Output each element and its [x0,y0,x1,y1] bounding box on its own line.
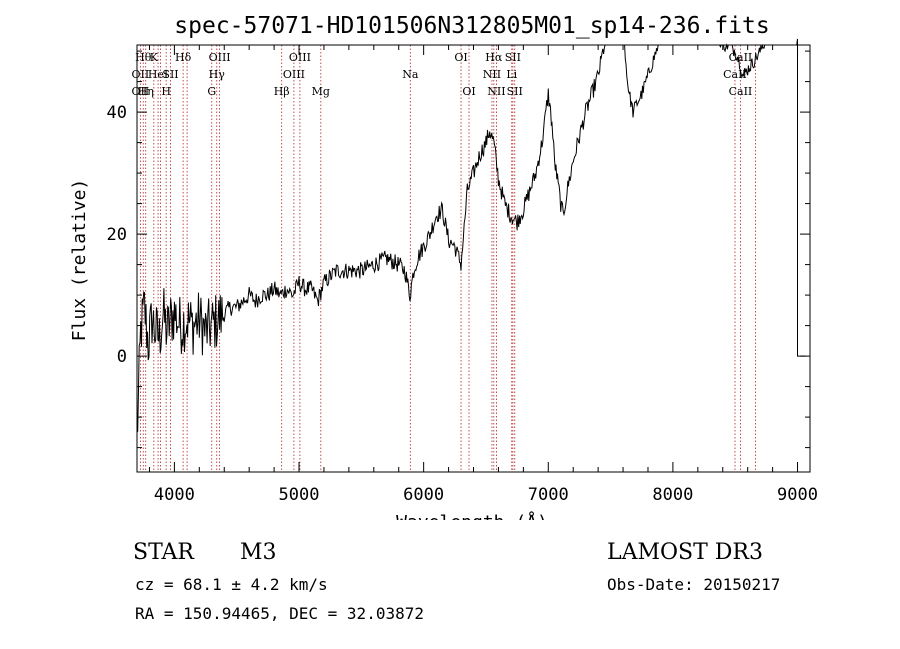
chart-title: spec-57071-HD101506N312805M01_sp14-236.f… [174,13,769,39]
spectral-line-label: OII [132,85,150,98]
spectral-line-label: Na [402,68,419,81]
spectral-line-label: OIII [209,51,231,64]
spectral-line-label: OII [132,68,150,81]
spectral-line-label: Hδ [175,51,192,64]
spectral-line-label: Hα [485,51,503,64]
spectral-line-label: OIII [283,68,305,81]
spectral-line-label: CaII [729,51,753,64]
spectral-line-label: H [161,85,171,98]
plot-frame [136,44,811,473]
spectral-line-label: Hη [138,85,154,98]
spectral-line-markers [139,45,756,472]
spectral-line-label: HeI [148,68,168,81]
spectral-line-label: K [150,51,159,64]
spectral-line-label: G [207,85,216,98]
spectral-line-label: SII [507,85,523,98]
spectral-line-label: OI [454,51,467,64]
coordinates: RA = 150.94465, DEC = 32.03872 [135,604,424,623]
x-tick-label: 7000 [528,485,569,505]
x-axis-label: Wavelength (Å) [396,511,548,520]
y-tick-label: 20 [107,225,127,245]
x-tick-label: 6000 [403,485,444,505]
survey-name: LAMOST DR3 [607,540,763,565]
axis-ticks: 4000 5000 6000 7000 8000 9000 0 20 40 [107,45,818,505]
spectral-line-label: OIII [289,51,311,64]
y-axis-label: Flux (relative) [69,179,90,342]
y-tick-label: 0 [117,347,127,367]
spectrum-chart: spec-57071-HD101506N312805M01_sp14-236.f… [69,13,818,520]
obs-date: Obs-Date: 20150217 [607,575,781,594]
spectral-line-label: Hθ [135,51,152,64]
x-tick-label: 5000 [279,485,320,505]
spectral-line-label: Li [506,68,517,81]
y-tick-label: 40 [107,103,127,123]
spectral-line-label: OI [462,85,475,98]
spectral-line-label: CaII [729,85,753,98]
x-tick-label: 9000 [777,485,818,505]
spectral-line-label: Hγ [209,68,226,81]
spectral-line-label: Mg [312,85,330,98]
object-type: STAR [133,540,194,565]
spectral-line-labels: HθHηOIIOIIKHeIHSIIHδGHγOIIIHβOIIIOIIIMgN… [132,51,753,98]
spectral-line-label: SII [162,68,178,81]
spectral-line-label: NII [487,85,505,98]
x-tick-label: 4000 [154,485,195,505]
object-subclass: M3 [240,540,277,565]
redshift-value: cz = 68.1 ± 4.2 km/s [135,575,328,594]
spectral-line-label: Hβ [274,85,290,98]
spectral-line-label: SII [505,51,521,64]
x-tick-label: 8000 [652,485,693,505]
spectral-line-label: NII [483,68,501,81]
